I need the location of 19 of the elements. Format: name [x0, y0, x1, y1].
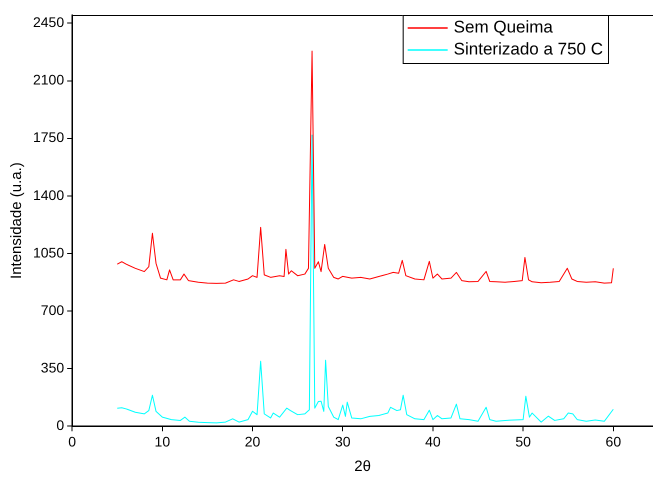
y-tick-label: 1400	[32, 186, 64, 203]
y-tick-label: 0	[56, 417, 64, 434]
x-tick-label: 10	[154, 433, 170, 450]
y-tick-label: 2100	[32, 72, 64, 88]
x-axis-title: 2θ	[354, 458, 371, 476]
x-tick-label: 0	[68, 433, 76, 450]
x-tick-label: 40	[425, 433, 441, 450]
x-tick-label: 50	[515, 433, 532, 450]
legend-label: Sem Queima	[454, 18, 554, 37]
x-tick-label: 60	[606, 433, 622, 450]
y-axis-title: Intensidade (u.a.)	[8, 162, 26, 279]
y-tick-label: 1050	[32, 244, 64, 260]
y-tick-label: 1750	[32, 129, 64, 146]
x-tick-label: 20	[244, 433, 261, 450]
y-tick-label: 350	[40, 359, 64, 376]
x-tick-label: 30	[334, 433, 351, 450]
y-tick-label: 700	[40, 302, 64, 318]
legend-label: Sinterizado a 750 C	[454, 40, 604, 59]
y-tick-label: 2450	[32, 14, 64, 30]
